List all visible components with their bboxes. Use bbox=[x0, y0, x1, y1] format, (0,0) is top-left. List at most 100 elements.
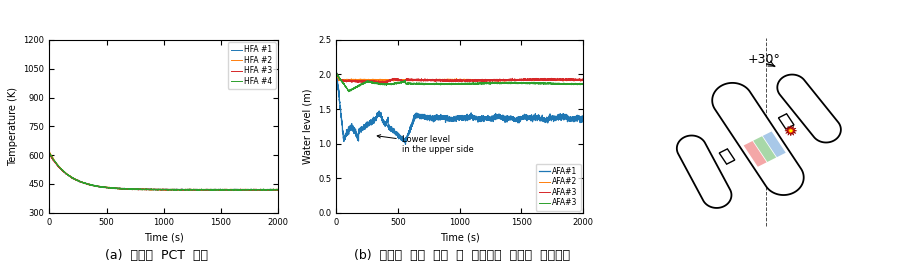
AFA#1 bbox=[510, 118, 521, 121]
HFA #1 bbox=[269, 189, 280, 192]
HFA #3 bbox=[266, 188, 277, 191]
Y-axis label: Water level (m): Water level (m) bbox=[303, 89, 313, 164]
Polygon shape bbox=[677, 135, 731, 208]
AFA#2 bbox=[510, 78, 521, 82]
AFA#3 bbox=[437, 79, 448, 82]
Line: AFA#3: AFA#3 bbox=[336, 74, 583, 83]
HFA #3 bbox=[56, 168, 66, 171]
HFA #2 bbox=[224, 188, 235, 191]
Polygon shape bbox=[712, 83, 804, 195]
Line: HFA #3: HFA #3 bbox=[49, 154, 278, 190]
HFA #4 bbox=[56, 168, 66, 171]
HFA #3 bbox=[266, 189, 277, 192]
AFA#1 bbox=[331, 73, 342, 76]
HFA #4 bbox=[229, 189, 239, 192]
HFA #2 bbox=[155, 188, 166, 192]
AFA#3 bbox=[510, 79, 521, 82]
AFA#2 bbox=[578, 78, 588, 82]
Polygon shape bbox=[753, 136, 776, 162]
HFA #4 bbox=[266, 189, 277, 192]
AFA#3 bbox=[558, 77, 569, 80]
Polygon shape bbox=[744, 141, 767, 167]
HFA #3 bbox=[262, 189, 273, 192]
HFA #2 bbox=[149, 188, 160, 191]
HFA #3 bbox=[224, 189, 235, 192]
Polygon shape bbox=[719, 149, 735, 164]
AFA#3 bbox=[435, 82, 446, 85]
HFA #2 bbox=[44, 150, 55, 153]
Polygon shape bbox=[785, 126, 797, 136]
AFA#1 bbox=[437, 115, 448, 118]
AFA#1 bbox=[570, 117, 581, 120]
AFA#3 bbox=[332, 72, 343, 75]
AFA#3 bbox=[570, 78, 581, 81]
Text: (b)  노심의  수위  변화  및  파단부와  노심의  위치관계: (b) 노심의 수위 변화 및 파단부와 노심의 위치관계 bbox=[354, 249, 570, 262]
HFA #2 bbox=[56, 167, 66, 171]
Line: HFA #2: HFA #2 bbox=[49, 152, 278, 190]
HFA #4 bbox=[266, 188, 277, 191]
AFA#2 bbox=[437, 78, 448, 81]
AFA#3 bbox=[578, 82, 588, 85]
AFA#2 bbox=[558, 78, 569, 82]
AFA#1 bbox=[400, 143, 411, 146]
AFA#3 bbox=[344, 90, 354, 93]
X-axis label: Time (s): Time (s) bbox=[440, 232, 480, 242]
Line: AFA#3: AFA#3 bbox=[336, 74, 583, 92]
HFA #3 bbox=[44, 153, 55, 156]
AFA#1 bbox=[435, 115, 446, 118]
HFA #2 bbox=[273, 188, 283, 191]
Y-axis label: Temperature (K): Temperature (K) bbox=[8, 87, 18, 166]
AFA#1 bbox=[558, 116, 569, 119]
AFA#2 bbox=[570, 78, 581, 82]
AFA#3 bbox=[510, 81, 521, 85]
Legend: HFA #1, HFA #2, HFA #3, HFA #4: HFA #1, HFA #2, HFA #3, HFA #4 bbox=[228, 42, 275, 89]
Line: AFA#2: AFA#2 bbox=[336, 74, 583, 81]
HFA #1 bbox=[56, 168, 66, 171]
AFA#3 bbox=[448, 82, 459, 85]
HFA #1 bbox=[44, 152, 55, 155]
HFA #3 bbox=[155, 189, 166, 192]
HFA #1 bbox=[273, 188, 283, 192]
HFA #1 bbox=[224, 188, 235, 191]
AFA#1 bbox=[448, 119, 459, 122]
Line: AFA#1: AFA#1 bbox=[336, 73, 583, 144]
AFA#3 bbox=[331, 72, 342, 75]
HFA #3 bbox=[149, 188, 160, 191]
AFA#3 bbox=[331, 73, 342, 76]
Text: +30°: +30° bbox=[747, 53, 780, 66]
AFA#3 bbox=[570, 82, 581, 86]
Polygon shape bbox=[778, 74, 840, 143]
HFA #4 bbox=[44, 151, 55, 155]
Text: (a)  노심의  PCT  변화: (a) 노심의 PCT 변화 bbox=[106, 249, 208, 262]
HFA #2 bbox=[266, 188, 277, 192]
HFA #1 bbox=[155, 188, 166, 191]
AFA#1 bbox=[578, 119, 588, 122]
Line: HFA #4: HFA #4 bbox=[49, 153, 278, 191]
AFA#1 bbox=[331, 71, 342, 74]
AFA#2 bbox=[490, 80, 501, 83]
Polygon shape bbox=[762, 131, 786, 157]
HFA #4 bbox=[149, 188, 160, 191]
HFA #2 bbox=[210, 189, 221, 192]
HFA #3 bbox=[44, 153, 55, 156]
AFA#3 bbox=[331, 73, 342, 76]
HFA #2 bbox=[266, 188, 277, 191]
X-axis label: Time (s): Time (s) bbox=[144, 232, 184, 242]
AFA#3 bbox=[558, 82, 569, 86]
AFA#3 bbox=[448, 79, 459, 82]
HFA #3 bbox=[273, 188, 283, 192]
AFA#2 bbox=[435, 79, 446, 82]
HFA #1 bbox=[266, 188, 276, 191]
HFA #4 bbox=[224, 188, 235, 192]
Legend: AFA#1, AFA#2, AFA#3, AFA#3: AFA#1, AFA#2, AFA#3, AFA#3 bbox=[536, 164, 580, 210]
AFA#3 bbox=[379, 81, 389, 84]
AFA#3 bbox=[435, 78, 446, 81]
AFA#2 bbox=[448, 78, 459, 81]
AFA#2 bbox=[331, 73, 342, 76]
AFA#3 bbox=[578, 79, 588, 82]
Polygon shape bbox=[788, 128, 794, 133]
AFA#3 bbox=[437, 83, 448, 86]
Polygon shape bbox=[779, 114, 794, 129]
HFA #4 bbox=[155, 188, 166, 191]
HFA #4 bbox=[273, 188, 283, 191]
